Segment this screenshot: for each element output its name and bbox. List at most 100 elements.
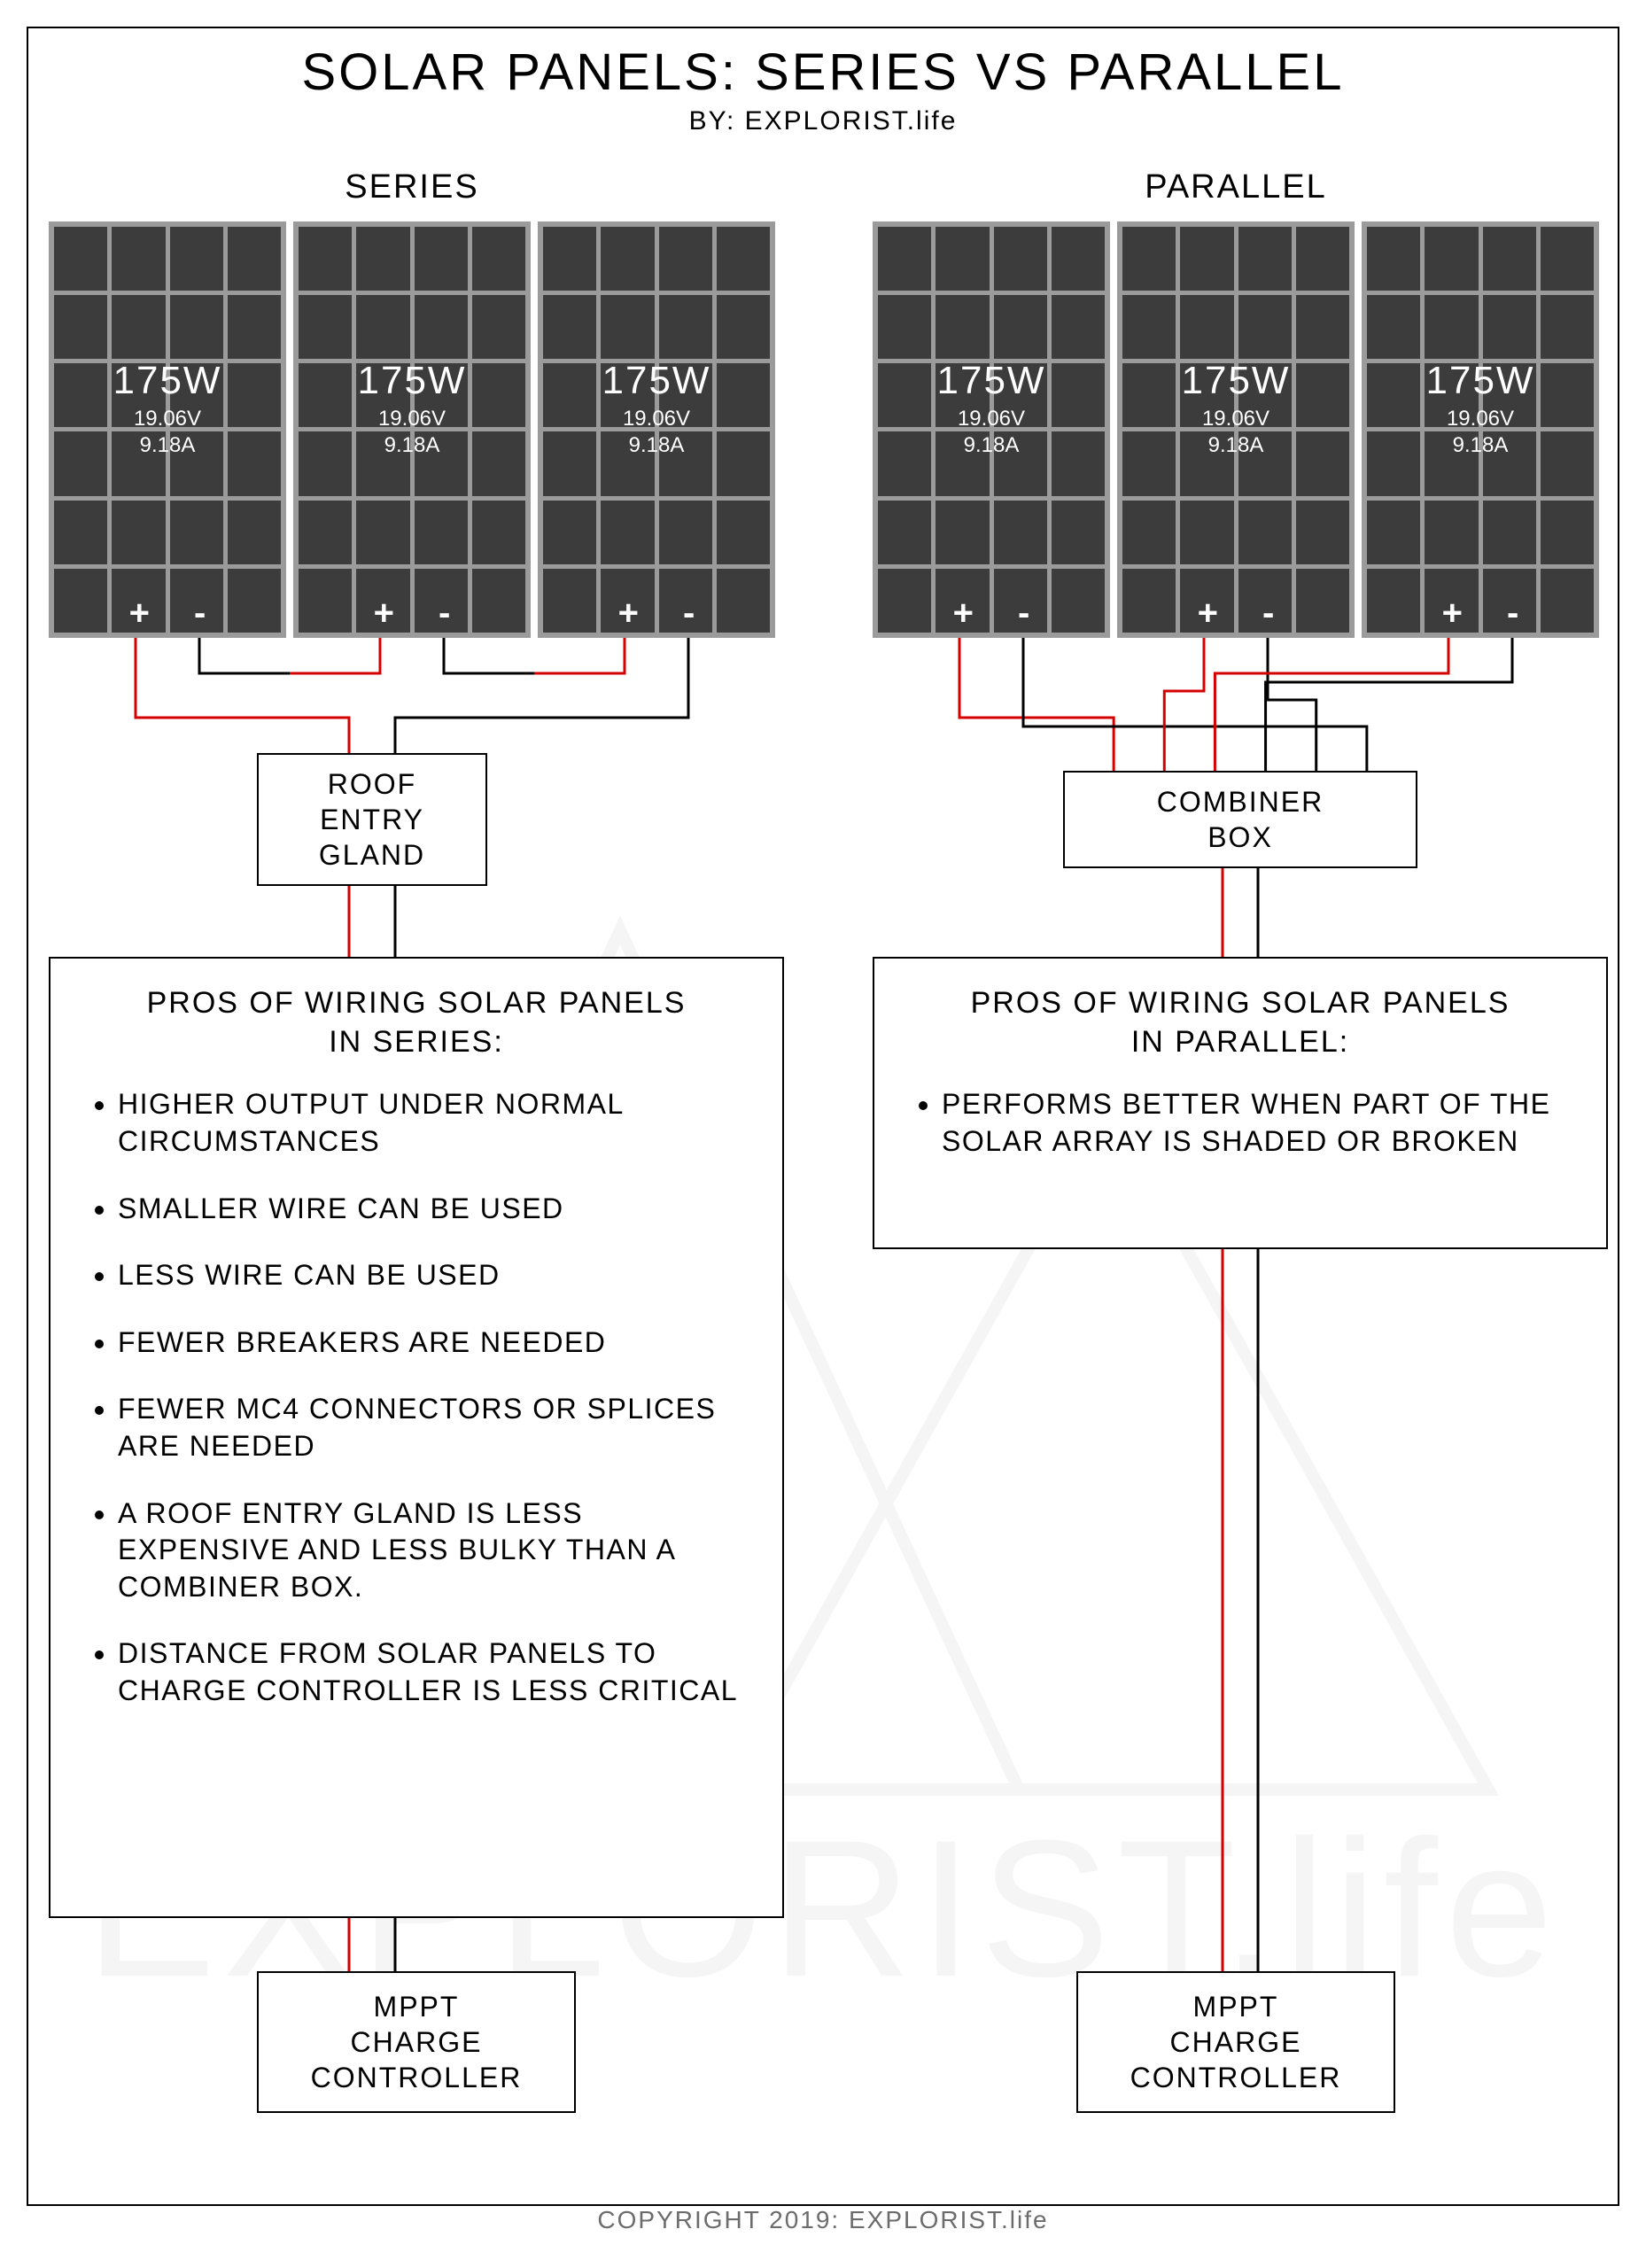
series-mppt-controller-box: MPPTCHARGECONTROLLER	[257, 1971, 576, 2113]
parallel-pros-title: PROS OF WIRING SOLAR PANELSIN PARALLEL:	[903, 983, 1578, 1061]
panel-cell	[1052, 295, 1105, 359]
panel-cell	[1122, 227, 1176, 291]
panel-amps: 9.18A	[538, 433, 775, 458]
terminal-plus: +	[1198, 595, 1218, 631]
panel-watts: 175W	[1117, 359, 1355, 403]
terminal-plus: +	[1442, 595, 1463, 631]
panel-cell	[878, 501, 931, 564]
pros-item: LESS WIRE CAN BE USED	[118, 1257, 754, 1294]
pros-item: DISTANCE FROM SOLAR PANELS TO CHARGE CON…	[118, 1635, 754, 1709]
panel-cell	[994, 227, 1047, 291]
panel-amps: 9.18A	[873, 433, 1110, 458]
panel-cell	[717, 227, 770, 291]
panel-cell	[1367, 295, 1420, 359]
panel-cell	[994, 501, 1047, 564]
panel-volts: 19.06V	[1117, 407, 1355, 431]
box-line: MPPT	[259, 1989, 574, 2024]
panel-cell	[1541, 295, 1594, 359]
panel-cell	[1367, 501, 1420, 564]
terminal-minus: -	[1018, 595, 1029, 631]
panel-cell	[472, 501, 525, 564]
panel-cell	[1238, 227, 1292, 291]
panel-cell	[1238, 295, 1292, 359]
panel-terminals: +-	[1362, 595, 1599, 631]
panel-cell	[112, 501, 165, 564]
panel-cell	[1180, 295, 1233, 359]
panel-cell	[1052, 227, 1105, 291]
terminal-plus: +	[129, 595, 150, 631]
panel-cell	[936, 501, 989, 564]
series-pros-box: PROS OF WIRING SOLAR PANELSIN SERIES: HI…	[49, 957, 784, 1918]
panel-cell	[54, 501, 107, 564]
panel-cell	[54, 295, 107, 359]
panel-amps: 9.18A	[1117, 433, 1355, 458]
solar-panel: 175W19.06V9.18A+-	[1362, 221, 1599, 638]
pros-item: PERFORMS BETTER WHEN PART OF THE SOLAR A…	[942, 1086, 1578, 1160]
panel-spec-label: 175W19.06V9.18A	[873, 359, 1110, 458]
panel-spec-label: 175W19.06V9.18A	[1362, 359, 1599, 458]
panel-cell	[543, 501, 596, 564]
panel-volts: 19.06V	[293, 407, 531, 431]
pros-item: A ROOF ENTRY GLAND IS LESS EXPENSIVE AND…	[118, 1495, 754, 1606]
panel-terminals: +-	[49, 595, 286, 631]
panel-cell	[878, 295, 931, 359]
panel-cell	[1483, 227, 1536, 291]
terminal-minus: -	[683, 595, 695, 631]
pros-item: FEWER MC4 CONNECTORS OR SPLICES ARE NEED…	[118, 1391, 754, 1464]
panel-watts: 175W	[49, 359, 286, 403]
panel-cell	[1425, 501, 1478, 564]
terminal-minus: -	[439, 595, 450, 631]
solar-panel: 175W 19.06V9.18A +-	[293, 221, 531, 638]
box-line: CONTROLLER	[1078, 2060, 1394, 2095]
panel-cell	[1296, 501, 1349, 564]
panel-cell	[543, 227, 596, 291]
solar-panel: 175W19.06V9.18A+-	[538, 221, 775, 638]
panel-cell	[936, 295, 989, 359]
panel-cell	[415, 227, 468, 291]
panel-cell	[1052, 501, 1105, 564]
terminal-minus: -	[1262, 595, 1274, 631]
panel-spec-label: 175W 19.06V9.18A	[293, 359, 531, 458]
panel-cell	[1238, 501, 1292, 564]
panel-cell	[228, 501, 281, 564]
panel-cell	[1483, 295, 1536, 359]
panel-watts: 175W	[293, 359, 531, 403]
series-pros-title: PROS OF WIRING SOLAR PANELSIN SERIES:	[79, 983, 754, 1061]
combiner-box: COMBINERBOX	[1063, 771, 1417, 868]
panel-cell	[170, 501, 223, 564]
pros-item: FEWER BREAKERS ARE NEEDED	[118, 1324, 754, 1362]
pros-item: HIGHER OUTPUT UNDER NORMAL CIRCUMSTANCES	[118, 1086, 754, 1160]
panel-cell	[936, 227, 989, 291]
panel-cell	[299, 295, 352, 359]
panel-cell	[1296, 227, 1349, 291]
panel-cell	[1425, 227, 1478, 291]
panel-terminals: +-	[1117, 595, 1355, 631]
panel-cell	[1541, 227, 1594, 291]
panel-cell	[1296, 295, 1349, 359]
panel-spec-label: 175W19.06V9.18A	[538, 359, 775, 458]
panel-cell	[1180, 227, 1233, 291]
panel-cell	[299, 501, 352, 564]
box-line: ROOF	[259, 766, 485, 802]
panel-cell	[170, 227, 223, 291]
panel-volts: 19.06V	[1362, 407, 1599, 431]
page-title: SOLAR PANELS: SERIES VS PARALLEL	[0, 43, 1646, 102]
panel-cell	[54, 227, 107, 291]
panel-cell	[994, 295, 1047, 359]
panel-amps: 9.18A	[49, 433, 286, 458]
panel-cell	[356, 501, 409, 564]
parallel-pros-list: PERFORMS BETTER WHEN PART OF THE SOLAR A…	[903, 1086, 1578, 1160]
solar-panel: 175W19.06V9.18A+-	[49, 221, 286, 638]
parallel-panels: 175W19.06V9.18A+-175W19.06V9.18A+-175W19…	[873, 221, 1599, 638]
panel-amps: 9.18A	[293, 433, 531, 458]
panel-cell	[659, 501, 712, 564]
panel-terminals: +-	[873, 595, 1110, 631]
panel-cell	[112, 295, 165, 359]
box-line: COMBINER	[1065, 784, 1416, 819]
panel-watts: 175W	[873, 359, 1110, 403]
panel-cell	[1122, 295, 1176, 359]
panel-terminals: +-	[293, 595, 531, 631]
box-line: GLAND	[259, 837, 485, 873]
panel-watts: 175W	[1362, 359, 1599, 403]
box-line: CHARGE	[1078, 2024, 1394, 2060]
